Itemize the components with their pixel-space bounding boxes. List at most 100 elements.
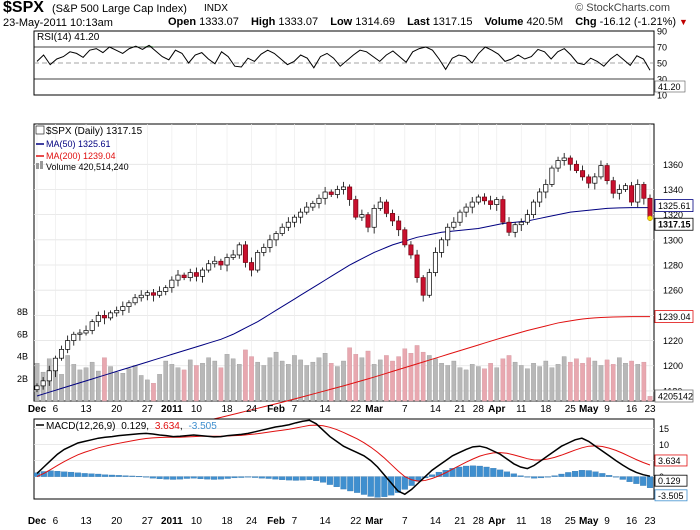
macd-hist-bar [88, 473, 95, 477]
macd-hist-bar [374, 476, 381, 498]
candle [181, 274, 187, 278]
candle [451, 221, 457, 228]
candle [341, 186, 346, 190]
last-price-marker [647, 215, 653, 221]
macd-hist-bar [394, 476, 402, 493]
macd-hist-bar [136, 476, 143, 478]
legend-ma50: MA(50) 1325.61 [46, 139, 111, 149]
candle [420, 277, 426, 296]
volume-bar [512, 361, 518, 402]
brand-watermark[interactable]: © StockCharts.com [575, 2, 670, 14]
macd-hist-bar [483, 466, 490, 477]
volume-bar [629, 360, 634, 402]
candle [218, 260, 224, 266]
ma200-last-label-box [654, 310, 694, 323]
volume-bar [114, 371, 119, 402]
macd-hist-bar [47, 470, 54, 477]
volume-bar [488, 363, 493, 402]
macd-hist-bar [592, 471, 599, 477]
macd-legend-hist: -3.505 [188, 421, 217, 432]
macd-hist-bar [108, 474, 115, 477]
x-axis-label: 2011 [161, 516, 183, 527]
volume-bar [163, 360, 169, 402]
candle [52, 357, 58, 372]
candle [463, 206, 469, 213]
candle [347, 186, 353, 200]
candle [383, 201, 389, 214]
macd-hist-bar [333, 476, 340, 487]
price-tick-label: 1320 [663, 210, 683, 220]
x-axis-label: Feb [267, 404, 285, 415]
candle [193, 272, 199, 277]
macd-hist-bar [612, 476, 619, 478]
candle [126, 302, 132, 307]
rsi-legend: RSI(14) 41.20 [37, 32, 100, 43]
candle [120, 306, 126, 311]
volume-bar [89, 361, 95, 402]
candle [549, 167, 555, 185]
volume-bar [568, 361, 573, 402]
volume-bar [292, 355, 297, 402]
price-tick-label: 1280 [663, 261, 683, 271]
x-axis-label: Feb [267, 516, 285, 527]
quote-low: Low 1314.69 [330, 16, 395, 28]
macd-hist-bar [163, 476, 170, 480]
volume-tick-label: 8B [17, 307, 28, 317]
x-axis-label: 7 [292, 516, 298, 527]
x-axis-label: 6 [53, 404, 59, 415]
candle [598, 165, 604, 178]
candle [40, 380, 46, 387]
volume-bar [175, 367, 181, 402]
rsi-last-label: 41.20 [658, 82, 681, 92]
volume-bar [592, 360, 598, 402]
volume-bar [200, 363, 205, 402]
x-axis-label: 18 [221, 516, 233, 527]
macd-hist-bar [258, 476, 265, 479]
volume-bar [132, 365, 138, 402]
rsi-panel: 90 70 50 30 10 41.20 RSI(14) 41.20 [33, 27, 686, 101]
down-arrow-icon: ▼ [679, 17, 688, 27]
volume-bar [506, 355, 512, 402]
x-axis-label: 27 [142, 404, 154, 415]
candle [377, 201, 383, 209]
candle [359, 214, 365, 218]
price-tick-label: 1360 [663, 160, 683, 170]
volume-bar [126, 368, 132, 402]
candle [604, 165, 610, 182]
x-axis-label: 14 [320, 516, 332, 527]
macd-hist-bar [40, 471, 47, 477]
volume-bar [390, 360, 395, 402]
price-tick-label: 1220 [663, 336, 683, 346]
ma200-last-label: 1239.04 [658, 312, 691, 322]
candle [285, 221, 291, 228]
macd-last-box [654, 474, 688, 487]
volume-bar [635, 364, 641, 402]
candle [396, 220, 402, 231]
macd-hist-bar [347, 476, 354, 492]
volume-bar [549, 367, 555, 402]
macd-hist-bar [224, 476, 231, 479]
candle [445, 226, 451, 241]
rsi-tick-label: 90 [657, 27, 667, 37]
macd-hist-bar [544, 476, 551, 478]
volume-bar [236, 364, 242, 402]
volume-bar [341, 360, 346, 402]
x-axis-label: Apr [488, 516, 505, 527]
candle [212, 260, 218, 265]
volume-tick-label: 4B [17, 352, 28, 362]
volume-bar [365, 350, 371, 402]
candle [439, 239, 445, 253]
candle [475, 196, 481, 203]
volume-bar [598, 365, 604, 402]
x-axis-label: 2011 [161, 404, 183, 415]
candle [59, 349, 65, 359]
quote-open: Open 1333.07 [168, 16, 239, 28]
volume-bar [120, 373, 126, 402]
candle [236, 244, 242, 256]
volume-bar [463, 369, 469, 402]
x-axis-label: 23 [644, 516, 656, 527]
candle [249, 262, 255, 271]
candle [267, 239, 273, 248]
volume-bar [427, 355, 432, 402]
macd-hist-bar [231, 476, 238, 479]
